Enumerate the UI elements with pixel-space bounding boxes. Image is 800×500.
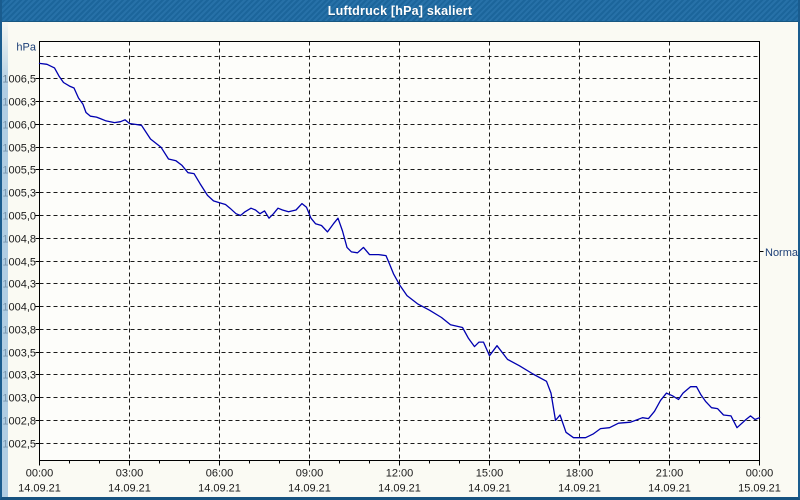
x-tick-time-label: 09:00 — [296, 468, 324, 480]
x-tick-date-label: 14.09.21 — [468, 483, 511, 495]
y-tick-label: 1006,0 — [2, 120, 36, 132]
normal-marker-label: Normal — [765, 247, 800, 259]
x-tick-time-label: 15:00 — [476, 468, 504, 480]
y-tick-label: 1003,8 — [2, 325, 36, 337]
window-titlebar: Luftdruck [hPa] skaliert — [2, 0, 798, 22]
x-tick-time-label: 12:00 — [386, 468, 414, 480]
y-axis-labels: 1006,5 1006,3 1006,0 1005,8 1005,5 1005,3 1005… — [2, 74, 36, 451]
x-tick-date-label: 14.09.21 — [288, 483, 331, 495]
y-tick-label: 1003,0 — [2, 393, 36, 405]
y-axis-unit-label: hPa — [16, 42, 36, 54]
y-tick-label: 1006,3 — [2, 97, 36, 109]
y-tick-label: 1004,8 — [2, 234, 36, 246]
window-title: Luftdruck [hPa] skaliert — [327, 3, 473, 18]
y-tick-label: 1003,3 — [2, 370, 36, 382]
x-tick-date-label: 14.09.21 — [18, 483, 61, 495]
x-tick-date-label: 14.09.21 — [648, 483, 691, 495]
x-tick-time-label: 03:00 — [116, 468, 144, 480]
plot-area — [39, 41, 760, 461]
pressure-line — [38, 62, 761, 439]
x-tick-date-label: 14.09.21 — [108, 483, 151, 495]
x-axis-labels: 00:00 14.09.21 03:00 14.09.21 06:00 14.09.21 0… — [18, 468, 781, 495]
axis-ticks — [35, 78, 760, 466]
x-tick-time-label: 18:00 — [566, 468, 594, 480]
y-tick-label: 1004,3 — [2, 279, 36, 291]
y-tick-label: 1002,5 — [2, 439, 36, 451]
x-tick-time-label: 00:00 — [746, 468, 774, 480]
x-tick-time-label: 21:00 — [656, 468, 684, 480]
y-tick-label: 1002,8 — [2, 416, 36, 428]
plot-background — [39, 41, 760, 461]
x-tick-time-label: 06:00 — [206, 468, 234, 480]
x-tick-date-label: 15.09.21 — [738, 483, 781, 495]
y-tick-label: 1005,0 — [2, 211, 36, 223]
axis-annotations: hPa Normal — [16, 42, 800, 259]
y-tick-label: 1003,5 — [2, 348, 36, 360]
x-tick-time-label: 00:00 — [26, 468, 54, 480]
x-tick-date-label: 14.09.21 — [198, 483, 241, 495]
pressure-line-series — [38, 62, 761, 439]
y-tick-label: 1006,5 — [2, 74, 36, 86]
y-tick-label: 1004,5 — [2, 257, 36, 269]
x-tick-date-label: 14.09.21 — [558, 483, 601, 495]
y-tick-label: 1005,5 — [2, 165, 36, 177]
x-tick-date-label: 14.09.21 — [378, 483, 421, 495]
y-tick-label: 1005,8 — [2, 143, 36, 155]
y-tick-label: 1004,0 — [2, 302, 36, 314]
y-tick-label: 1005,3 — [2, 188, 36, 200]
